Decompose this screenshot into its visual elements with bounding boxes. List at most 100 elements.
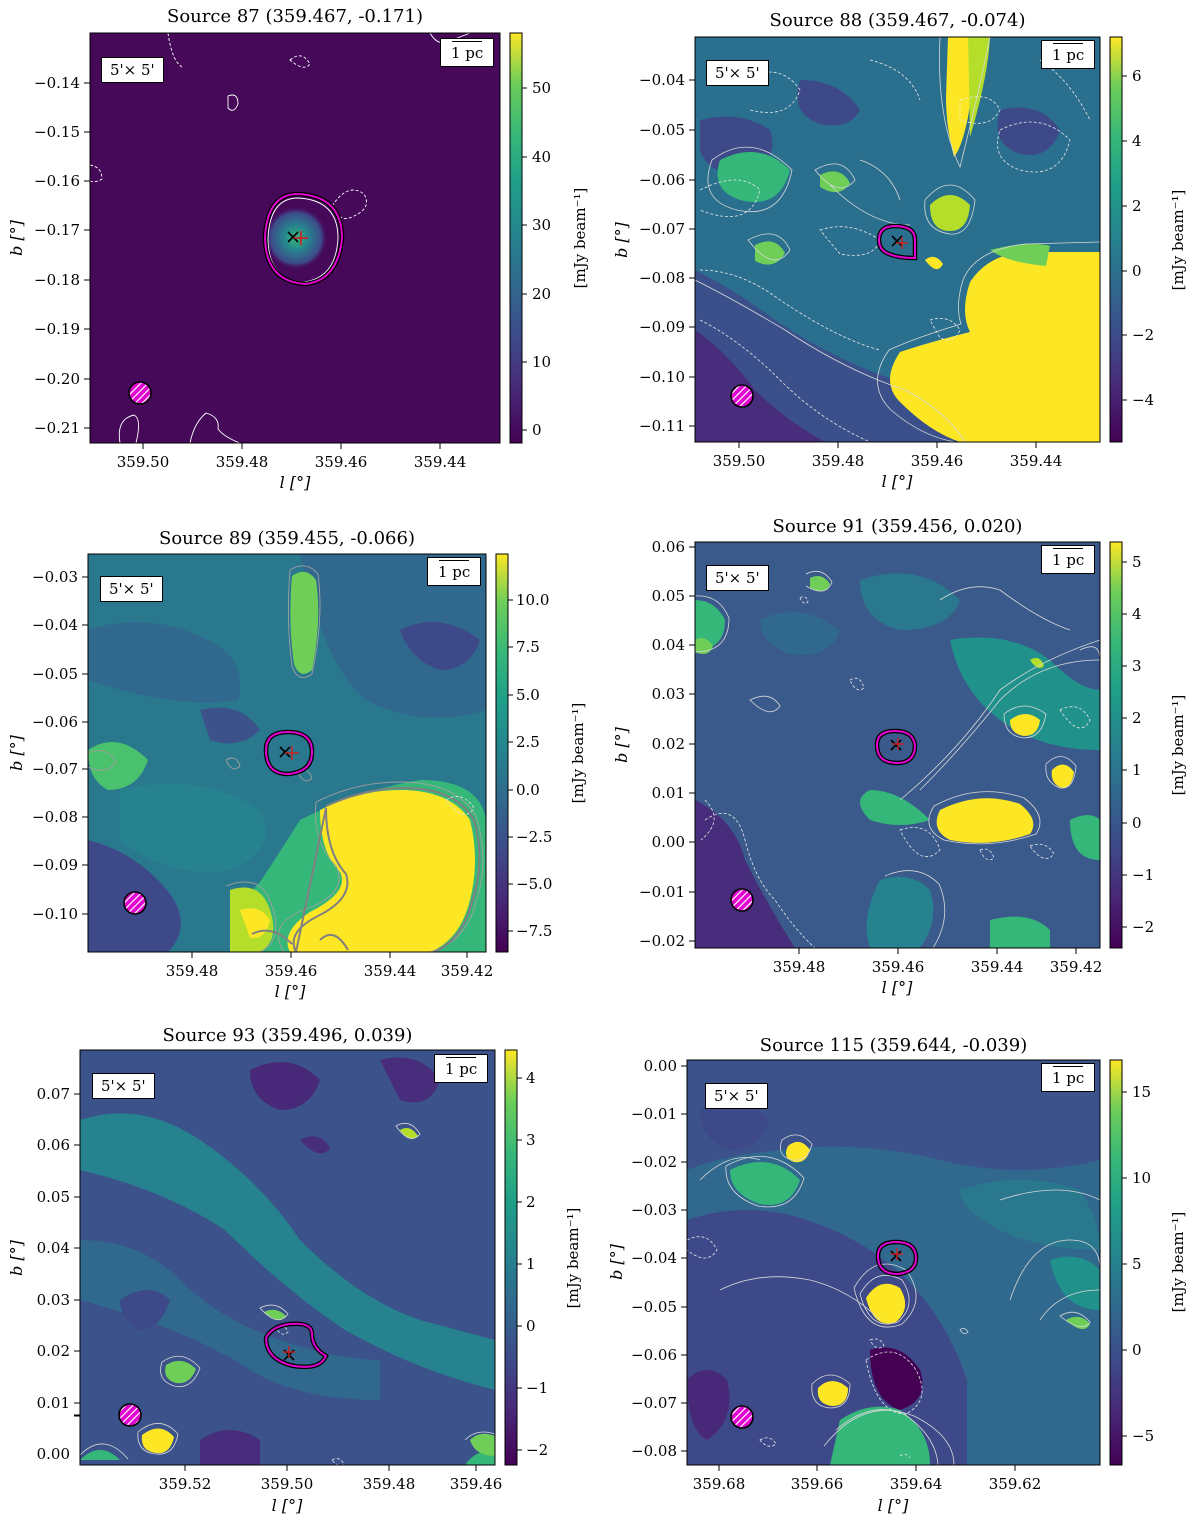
- colorbar-tick-label: 20: [532, 285, 551, 303]
- x-tick-label: 359.42: [441, 962, 494, 980]
- colorbar-tick-label: −2: [526, 1441, 548, 1459]
- image-map: [88, 554, 486, 952]
- y-tick-label: 0.07: [37, 1085, 70, 1103]
- colorbar-label: [mJy beam⁻¹]: [1169, 190, 1187, 291]
- scale-bar-box: 1 pc: [1041, 1063, 1096, 1092]
- colorbar-tick-label: 15: [1132, 1083, 1151, 1101]
- colorbar: 15 10 5 0 −5 [mJy beam⁻¹]: [1109, 1059, 1187, 1466]
- x-tick-label: 359.48: [773, 958, 826, 976]
- y-tick-label: −0.06: [32, 713, 78, 731]
- y-tick-label: −0.04: [631, 1249, 677, 1267]
- centroid-plus-marker: [294, 231, 308, 245]
- colorbar-tick-label: 1: [1132, 761, 1142, 779]
- peak-cross-marker: [279, 746, 291, 758]
- scale-bar-box: 1 pc: [427, 557, 482, 586]
- colorbar-tick-label: 0: [1132, 1341, 1142, 1359]
- x-axis: 359.52 359.50 359.48 359.46 l [°]: [159, 1465, 502, 1515]
- y-tick-label: −0.15: [34, 123, 80, 141]
- peak-cross-marker: [890, 1250, 902, 1262]
- colorbar-tick-label: 30: [532, 216, 551, 234]
- y-tick-label: 0.05: [652, 587, 685, 605]
- y-tick-label: −0.18: [34, 271, 80, 289]
- image-map: [695, 37, 1100, 442]
- x-axis-label: l [°]: [272, 1496, 303, 1515]
- colorbar-tick-label: 0: [526, 1317, 536, 1335]
- x-tick-label: 359.48: [216, 453, 269, 471]
- colorbar-label: [mJy beam⁻¹]: [571, 188, 589, 289]
- map-figure: 359.48 359.46 359.44 359.42 l [°] −0.03 …: [7, 553, 587, 1001]
- panel-title: Source 88 (359.467, -0.074): [769, 10, 1026, 31]
- y-axis-label: b [°]: [7, 219, 26, 256]
- y-axis-label: b [°]: [7, 734, 26, 771]
- y-tick-label: −0.02: [631, 1153, 677, 1171]
- colorbar-tick-label: 1: [526, 1255, 536, 1273]
- y-tick-label: −0.16: [34, 172, 80, 190]
- y-tick-label: −0.03: [631, 1201, 677, 1219]
- colorbar-tick-label: 0.0: [516, 781, 540, 799]
- y-tick-label: −0.09: [639, 318, 685, 336]
- colorbar-tick-label: 3: [526, 1131, 536, 1149]
- scale-bar-box: 1 pc: [434, 1054, 489, 1083]
- size-label: 5'× 5': [101, 57, 164, 83]
- x-tick-label: 359.46: [315, 453, 368, 471]
- centroid-plus-marker: [891, 1248, 903, 1260]
- size-label: 5'× 5': [706, 60, 769, 86]
- scale-bar-label: 1 pc: [438, 563, 471, 581]
- y-axis: −0.04 −0.05 −0.06 −0.07 −0.08 −0.09 −0.1…: [612, 71, 695, 435]
- colorbar-tick-label: 2: [526, 1193, 536, 1211]
- y-tick-label: −0.01: [639, 883, 685, 901]
- scale-bar-label: 1 pc: [1052, 46, 1085, 64]
- y-tick-label: −0.06: [639, 171, 685, 189]
- y-tick-label: −0.05: [32, 665, 78, 683]
- y-axis-label: b [°]: [607, 1243, 626, 1280]
- y-tick-label: −0.05: [639, 121, 685, 139]
- x-tick-label: 359.42: [1050, 958, 1103, 976]
- x-tick-label: 359.48: [812, 452, 865, 470]
- map-figure: 359.52 359.50 359.48 359.46 l [°] 0.07 0…: [7, 1049, 582, 1515]
- x-axis: 359.50 359.48 359.46 359.44 l [°]: [713, 442, 1062, 491]
- x-axis: 359.48 359.46 359.44 359.42 l [°]: [166, 952, 494, 1001]
- x-tick-label: 359.68: [693, 1475, 746, 1493]
- y-tick-label: 0.00: [37, 1445, 70, 1463]
- colorbar-tick-label: 0: [532, 421, 542, 439]
- size-label: 5'× 5': [705, 1083, 768, 1109]
- y-tick-label: 0.00: [652, 833, 685, 851]
- map-figure: 359.68 359.66 359.64 359.62 l [°] 0.00 −…: [607, 1057, 1187, 1515]
- y-axis-label: b [°]: [612, 221, 631, 258]
- panel-title: Source 93 (359.496, 0.039): [162, 1025, 413, 1046]
- image-map: [89, 32, 500, 444]
- y-tick-label: −0.21: [34, 419, 80, 437]
- x-tick-label: 359.44: [971, 958, 1024, 976]
- colorbar: 4 3 2 1 0 −1 −2 [mJy beam⁻¹]: [504, 1049, 582, 1466]
- y-axis-label: b [°]: [612, 726, 631, 763]
- scale-bar-label: 1 pc: [445, 1060, 478, 1078]
- scale-bar: [439, 560, 470, 561]
- size-label: 5'× 5': [706, 565, 769, 591]
- y-tick-label: 0.03: [37, 1291, 70, 1309]
- colorbar-tick-label: 5: [1132, 553, 1142, 571]
- colorbar-tick-label: 4: [526, 1069, 536, 1087]
- colorbar-tick-label: −7.5: [516, 922, 552, 940]
- y-axis: 0.06 0.05 0.04 0.03 0.02 0.01 0.00 −0.01…: [612, 538, 695, 950]
- x-axis: 359.68 359.66 359.64 359.62 l [°]: [693, 1465, 1042, 1515]
- y-tick-label: −0.17: [34, 221, 80, 239]
- x-axis-label: l [°]: [280, 473, 311, 492]
- scale-bar-label: 1 pc: [1052, 551, 1085, 569]
- x-tick-label: 359.62: [989, 1475, 1042, 1493]
- y-tick-label: 0.04: [652, 636, 685, 654]
- y-tick-label: −0.11: [639, 417, 685, 435]
- beam-marker: [128, 381, 152, 405]
- y-tick-label: 0.01: [37, 1394, 70, 1412]
- x-tick-label: 359.46: [265, 962, 318, 980]
- map-figure: 359.50 359.48 359.46 359.44 l [°] −0.04 …: [612, 36, 1187, 491]
- y-tick-label: −0.07: [32, 760, 78, 778]
- colorbar-tick-label: −5.0: [516, 875, 552, 893]
- scale-bar: [1053, 1066, 1084, 1067]
- colorbar: 50 40 30 20 10 0 [mJy beam⁻¹]: [509, 32, 589, 444]
- x-tick-label: 359.66: [791, 1475, 844, 1493]
- colorbar: 10.0 7.5 5.0 2.5 0.0 −2.5 −5.0 −7.5 [mJy…: [495, 553, 587, 953]
- colorbar-label: [mJy beam⁻¹]: [1169, 695, 1187, 796]
- scale-bar-label: 1 pc: [451, 44, 484, 62]
- peak-cross-marker: [891, 235, 903, 247]
- colorbar-label: [mJy beam⁻¹]: [569, 703, 587, 804]
